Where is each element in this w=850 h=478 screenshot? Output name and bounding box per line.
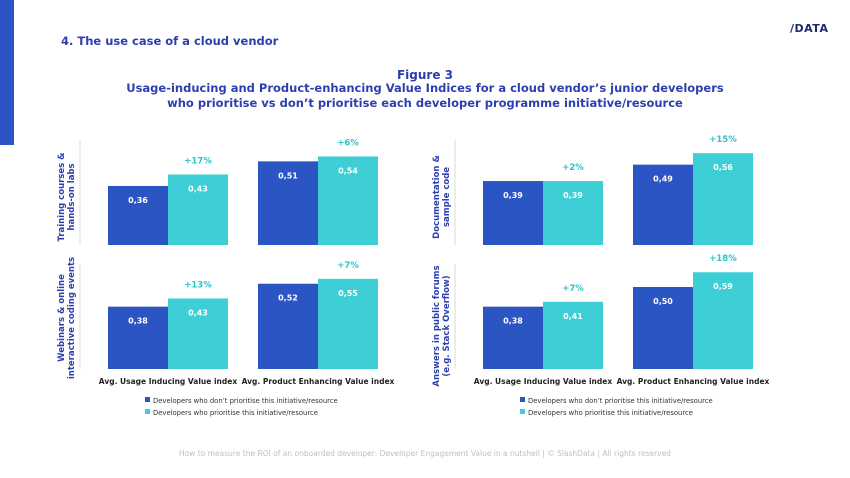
bar-value-label: 0,43	[188, 308, 208, 317]
uplift-label: +18%	[709, 254, 737, 264]
legend-swatch	[520, 409, 525, 414]
panel-ylabel: Webinars & onlineinteractive coding even…	[57, 257, 77, 379]
uplift-label: +7%	[562, 284, 584, 294]
category-label: Avg. Product Enhancing Value index	[617, 377, 770, 386]
bar-value-label: 0,39	[503, 191, 523, 200]
bar-value-label: 0,56	[713, 163, 733, 172]
panel-ylabel: Documentation &sample code	[432, 155, 452, 239]
bar-not-prioritise	[108, 306, 168, 369]
bar-value-label: 0,38	[128, 317, 148, 326]
uplift-label: +7%	[337, 261, 359, 271]
section-title: 4. The use case of a cloud vendor	[61, 34, 279, 48]
panel-ylabel: Answers in public forums(e.g. Stack Over…	[432, 265, 452, 386]
bar-prioritise	[168, 174, 228, 245]
ylabel-line: Training courses &	[57, 152, 67, 242]
bar-value-label: 0,52	[278, 294, 298, 303]
legend-swatch	[520, 397, 525, 402]
uplift-label: +13%	[184, 280, 212, 290]
legend-label: Developers who don’t prioritise this ini…	[153, 397, 338, 405]
ylabel-line: sample code	[442, 167, 452, 227]
bar-value-label: 0,36	[128, 196, 148, 205]
ylabel-line: Webinars & online	[57, 274, 67, 362]
footer-text: How to measure the ROI of an onboarded d…	[179, 449, 671, 458]
legend-swatch	[145, 397, 150, 402]
bar-prioritise	[318, 156, 378, 245]
legend-swatch	[145, 409, 150, 414]
ylabel-line: (e.g. Stack Overflow)	[442, 275, 452, 376]
bar-prioritise	[318, 278, 378, 369]
ylabel-line: hands-on labs	[67, 163, 77, 230]
legend-label: Developers who prioritise this initiativ…	[153, 409, 318, 417]
category-label: Avg. Product Enhancing Value index	[242, 377, 395, 386]
uplift-label: +2%	[562, 163, 584, 173]
bar-value-label: 0,51	[278, 171, 298, 180]
bar-prioritise	[693, 153, 753, 245]
bar-value-label: 0,50	[653, 297, 673, 306]
legend-label: Developers who prioritise this initiativ…	[528, 409, 693, 417]
bar-value-label: 0,38	[503, 317, 523, 326]
bar-not-prioritise	[483, 181, 543, 245]
bar-not-prioritise	[258, 161, 318, 245]
bar-value-label: 0,41	[563, 312, 583, 321]
bar-prioritise	[543, 181, 603, 245]
panel-ylabel: Training courses &hands-on labs	[57, 152, 77, 242]
category-label: Avg. Usage Inducing Value index	[99, 377, 238, 386]
figure-label: Figure 3	[396, 68, 454, 82]
uplift-label: +17%	[184, 156, 212, 166]
bar-not-prioritise	[633, 287, 693, 369]
bar-not-prioritise	[108, 185, 168, 245]
legend-label: Developers who don’t prioritise this ini…	[528, 397, 713, 405]
ylabel-line: interactive coding events	[67, 257, 77, 379]
bar-value-label: 0,59	[713, 282, 733, 291]
left-accent-bar	[0, 0, 14, 145]
bar-value-label: 0,39	[563, 191, 583, 200]
slashdata-logo: /DATA	[790, 22, 829, 35]
uplift-label: +15%	[709, 135, 737, 145]
category-label: Avg. Usage Inducing Value index	[474, 377, 613, 386]
bar-prioritise	[693, 272, 753, 369]
bar-value-label: 0,43	[188, 184, 208, 193]
bar-prioritise	[168, 298, 228, 369]
ylabel-line: Documentation &	[432, 155, 442, 239]
figure-title: Usage-inducing and Product-enhancing Val…	[126, 81, 724, 110]
bar-not-prioritise	[258, 283, 318, 369]
ylabel-line: Answers in public forums	[432, 265, 442, 386]
bar-not-prioritise	[633, 164, 693, 245]
bar-value-label: 0,55	[338, 289, 358, 298]
uplift-label: +6%	[337, 138, 359, 148]
bar-value-label: 0,49	[653, 175, 673, 184]
bar-not-prioritise	[483, 306, 543, 369]
bar-prioritise	[543, 301, 603, 369]
bar-value-label: 0,54	[338, 166, 358, 175]
